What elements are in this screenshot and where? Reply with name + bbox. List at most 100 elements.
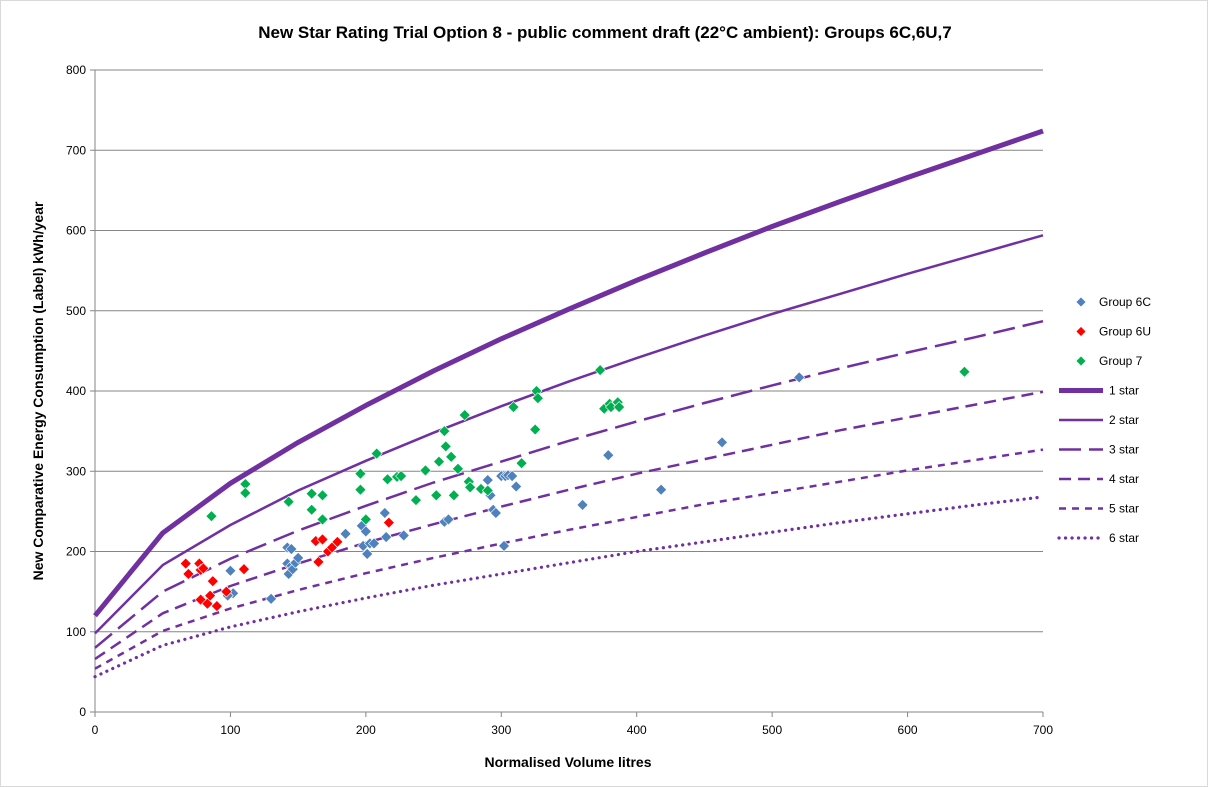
point-group-6u	[210, 600, 223, 612]
chart-title: New Star Rating Trial Option 8 - public …	[258, 23, 952, 42]
point-group-7	[205, 510, 218, 523]
x-tick-label: 700	[1033, 723, 1053, 737]
point-group-7	[447, 489, 460, 502]
point-group-6c	[602, 449, 615, 462]
legend: Group 6C Group 6U Group 7 1 star 2 star 3 sta…	[1057, 295, 1151, 545]
point-group-7	[458, 409, 471, 421]
y-tick-label: 800	[66, 63, 86, 77]
point-group-7	[531, 392, 544, 405]
point-group-6c	[380, 531, 393, 543]
x-tick-label: 600	[898, 723, 918, 737]
point-group-6u	[206, 575, 219, 588]
grid-layer	[95, 69, 1043, 713]
x-axis-label: Normalised Volume litres	[484, 754, 651, 770]
point-group-6u	[382, 516, 395, 529]
star-line-1-star	[93, 128, 1044, 618]
legend-label: 3 star	[1109, 443, 1139, 457]
point-group-6c	[510, 480, 523, 493]
point-group-6c	[339, 527, 352, 540]
point-group-7	[395, 470, 407, 482]
y-axis-label: New Comparative Energy Consumption (Labe…	[30, 201, 46, 580]
point-group-7	[359, 513, 372, 526]
y-tick-label: 700	[66, 143, 86, 157]
point-group-7	[605, 401, 617, 413]
legend-label: 1 star	[1109, 384, 1139, 398]
point-group-7	[305, 487, 318, 500]
legend-label: 5 star	[1109, 502, 1139, 516]
point-group-6c	[716, 436, 728, 449]
point-group-7	[958, 365, 971, 378]
legend-marker	[1075, 296, 1087, 308]
y-tick-label: 600	[66, 224, 86, 238]
point-group-6c	[442, 513, 455, 526]
point-group-6u	[179, 557, 192, 570]
x-tick-label: 200	[356, 723, 376, 737]
point-group-6c	[793, 371, 806, 384]
point-group-7	[354, 467, 367, 480]
point-group-7	[433, 455, 445, 468]
x-tick-label: 400	[627, 723, 647, 737]
legend-label: 2 star	[1109, 413, 1139, 427]
point-group-7	[613, 401, 626, 413]
point-group-6c	[361, 547, 374, 560]
point-group-7	[438, 425, 451, 438]
point-group-7	[419, 464, 432, 477]
star-line-2-star	[94, 234, 1044, 635]
y-tick-label: 500	[66, 304, 86, 318]
star-lines-layer	[93, 128, 1045, 679]
legend-label: 6 star	[1109, 531, 1139, 545]
point-group-7	[594, 364, 607, 377]
point-group-6c	[285, 543, 298, 556]
point-group-7	[529, 423, 542, 436]
y-tick-label: 100	[66, 625, 86, 639]
point-group-7	[452, 462, 464, 475]
y-tick-label: 400	[66, 384, 86, 398]
star-line-4-star	[94, 390, 1044, 661]
legend-marker	[1075, 355, 1087, 367]
point-group-6c	[378, 507, 391, 519]
point-group-7	[316, 489, 329, 502]
point-group-6c	[506, 470, 519, 482]
points-layer	[179, 364, 971, 612]
point-group-7	[430, 489, 443, 502]
point-group-6u	[316, 533, 329, 546]
point-group-7	[381, 473, 394, 486]
x-tick-label: 0	[92, 723, 99, 737]
point-group-7	[515, 457, 528, 470]
point-group-6c	[397, 529, 410, 542]
legend-label: Group 6C	[1099, 295, 1151, 309]
point-group-7	[282, 495, 295, 508]
point-group-6u	[204, 589, 217, 602]
legend-marker	[1075, 326, 1087, 337]
point-group-6c	[224, 564, 237, 577]
point-group-7	[445, 450, 458, 463]
point-group-7	[410, 494, 422, 507]
point-group-6c	[359, 525, 372, 538]
point-group-6u	[182, 568, 195, 580]
legend-label: Group 7	[1099, 354, 1143, 368]
point-group-7	[481, 484, 494, 497]
point-group-6c	[481, 474, 494, 487]
point-group-6u	[197, 562, 210, 575]
y-tick-label: 200	[66, 545, 86, 559]
x-tick-label: 500	[762, 723, 782, 737]
point-group-6u	[238, 563, 250, 576]
point-group-6c	[655, 483, 668, 496]
point-group-7	[439, 440, 452, 453]
star-line-6-star	[93, 495, 1045, 679]
legend-label: Group 6U	[1099, 325, 1151, 339]
point-group-7	[354, 483, 367, 496]
point-group-6u	[201, 597, 214, 610]
point-group-7	[464, 481, 477, 494]
point-group-6c	[498, 539, 510, 552]
legend-label: 4 star	[1109, 472, 1139, 486]
star-line-3-star	[94, 319, 1044, 649]
point-group-6u	[331, 535, 344, 548]
point-group-6c	[292, 551, 305, 564]
y-tick-label: 0	[79, 705, 86, 719]
axis-layer: 0 100 200 300 400 500 600 700 800 0 100 200 300 400 50…	[66, 63, 1053, 737]
point-group-7	[239, 486, 252, 499]
point-group-6u	[220, 585, 233, 598]
point-group-6c	[489, 507, 502, 519]
